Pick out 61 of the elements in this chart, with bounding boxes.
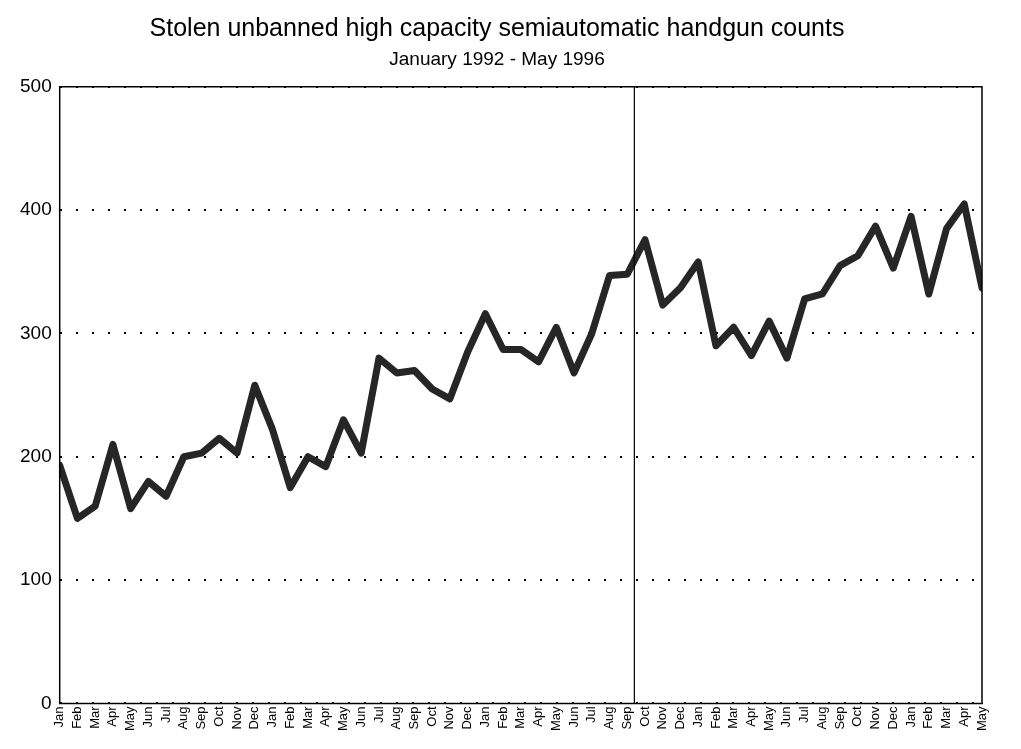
x-tick-label: Mar xyxy=(299,705,315,729)
x-tick-label: Dec xyxy=(672,705,688,730)
x-tick-label: Oct xyxy=(423,706,439,727)
x-tick-label: May xyxy=(973,705,989,731)
x-tick-label: Mar xyxy=(512,705,528,729)
x-tick-label: Jun xyxy=(352,706,368,728)
x-tick-label: Apr xyxy=(104,705,120,727)
x-tick-label: Nov xyxy=(867,705,883,730)
x-tick-label: Jun xyxy=(565,706,581,728)
x-tick-label: Jun xyxy=(778,706,794,728)
y-tick-label: 400 xyxy=(20,198,52,220)
x-tick-label: Feb xyxy=(69,706,85,729)
x-tick-label: Oct xyxy=(636,706,652,727)
y-tick-label: 500 xyxy=(20,75,52,97)
x-tick-label: Dec xyxy=(884,705,900,730)
x-tick-label: Jul xyxy=(583,706,599,724)
x-tick-label: Jan xyxy=(264,706,280,728)
x-tick-label: Jul xyxy=(796,706,812,724)
x-tick-label: Mar xyxy=(725,705,741,729)
y-tick-label: 0 xyxy=(41,691,52,713)
x-tick-label: Mar xyxy=(938,705,954,729)
x-tick-label: Feb xyxy=(281,706,297,729)
x-tick-label: Apr xyxy=(530,705,546,727)
x-tick-label: Jul xyxy=(157,706,173,724)
x-tick-label: Aug xyxy=(175,706,191,730)
x-tick-label: Jan xyxy=(51,706,67,728)
x-tick-label: Apr xyxy=(743,705,758,727)
x-tick-label: Dec xyxy=(459,705,475,730)
y-tick-label: 200 xyxy=(20,445,52,467)
x-tick-label: Jan xyxy=(902,706,918,728)
x-tick-label: Feb xyxy=(707,706,723,729)
x-tick-label: Aug xyxy=(813,706,829,730)
x-tick-label: May xyxy=(547,705,563,731)
y-tick-label: 300 xyxy=(20,321,52,343)
x-tick-label: Nov xyxy=(654,705,670,730)
x-tick-label: Sep xyxy=(406,706,422,730)
chart-title: Stolen unbanned high capacity semiautomatic handgun counts xyxy=(149,12,845,41)
y-tick-label: 100 xyxy=(20,568,52,590)
x-tick-label: May xyxy=(122,705,138,731)
x-tick-label: Aug xyxy=(388,706,404,730)
x-tick-label: Jan xyxy=(476,706,492,728)
x-tick-label: Sep xyxy=(193,706,209,730)
x-tick-label: Jul xyxy=(370,706,386,724)
x-tick-label: Sep xyxy=(831,706,847,730)
x-tick-label: Apr xyxy=(955,705,971,727)
x-tick-label: Nov xyxy=(228,705,244,730)
x-tick-label: Feb xyxy=(494,706,510,729)
x-tick-label: Oct xyxy=(210,706,226,727)
x-tick-label: Apr xyxy=(317,705,333,727)
x-tick-label: Feb xyxy=(920,706,936,729)
chart-subtitle: January 1992 - May 1996 xyxy=(389,47,605,69)
x-tick-label: Sep xyxy=(618,706,634,730)
x-tick-label: Mar xyxy=(86,705,102,729)
x-tick-label: Dec xyxy=(246,705,262,730)
x-tick-label: Jan xyxy=(689,706,705,728)
x-tick-label: May xyxy=(760,705,776,731)
x-tick-label: Aug xyxy=(601,706,617,730)
x-tick-label: Nov xyxy=(441,705,457,730)
x-tick-label: Oct xyxy=(849,706,865,727)
x-tick-label: May xyxy=(335,705,351,731)
x-tick-label: Jun xyxy=(139,706,155,728)
